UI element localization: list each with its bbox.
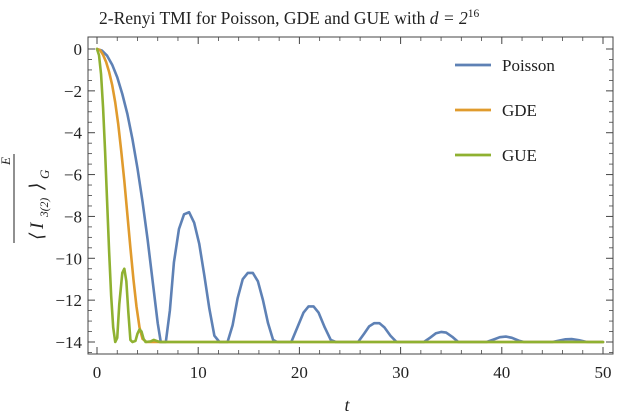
y-label-base: I	[27, 221, 48, 230]
series-line-gue	[95, 47, 605, 344]
x-tick-label: 40	[493, 363, 510, 382]
x-tick-label: 50	[595, 363, 612, 382]
x-tick-label: 10	[190, 363, 207, 382]
title-math: d = 2	[430, 8, 468, 28]
y-axis-label: ⟨ I 3(2) ⟩ G E	[0, 154, 52, 243]
plot-frame	[87, 36, 614, 355]
series-line-gde	[95, 47, 605, 344]
y-tick-label: −2	[64, 82, 82, 101]
y-label-subscript: 3(2)	[39, 198, 51, 218]
legend-label-poisson: Poisson	[502, 56, 555, 75]
chart-title: 2-Renyi TMI for Poisson, GDE and GUE wit…	[99, 8, 480, 28]
y-label-superscript: E	[0, 157, 13, 166]
title-prefix: 2-Renyi TMI for Poisson, GDE and GUE wit…	[99, 8, 430, 28]
x-tick-label: 30	[392, 363, 409, 382]
y-tick-label: −10	[55, 249, 82, 268]
x-tick-label: 20	[291, 363, 308, 382]
y-tick-label: −6	[64, 166, 82, 185]
title-exponent: 16	[468, 8, 480, 20]
series-group	[95, 47, 605, 344]
y-label-outer-subscript: G	[37, 169, 52, 179]
legend: Poisson GDE GUE	[455, 56, 555, 165]
y-tick-label: 0	[74, 40, 83, 59]
legend-label-gde: GDE	[502, 101, 537, 120]
legend-label-gue: GUE	[502, 146, 537, 165]
x-tick-label: 0	[93, 363, 102, 382]
y-tick-label: −4	[64, 124, 83, 143]
series-line-poisson	[95, 47, 605, 344]
y-tick-label: −14	[55, 333, 82, 352]
y-label-open-angle: ⟨	[27, 232, 48, 240]
y-axis-ticks: 0 −2 −4 −6 −8 −10 −12 −14	[55, 40, 613, 353]
y-tick-label: −8	[64, 207, 82, 226]
x-axis-label: t	[344, 395, 350, 414]
y-tick-label: −12	[55, 291, 82, 310]
y-label-close-angle: ⟩	[27, 183, 48, 191]
x-axis-ticks: 0 10 20 30 40 50	[93, 37, 612, 382]
